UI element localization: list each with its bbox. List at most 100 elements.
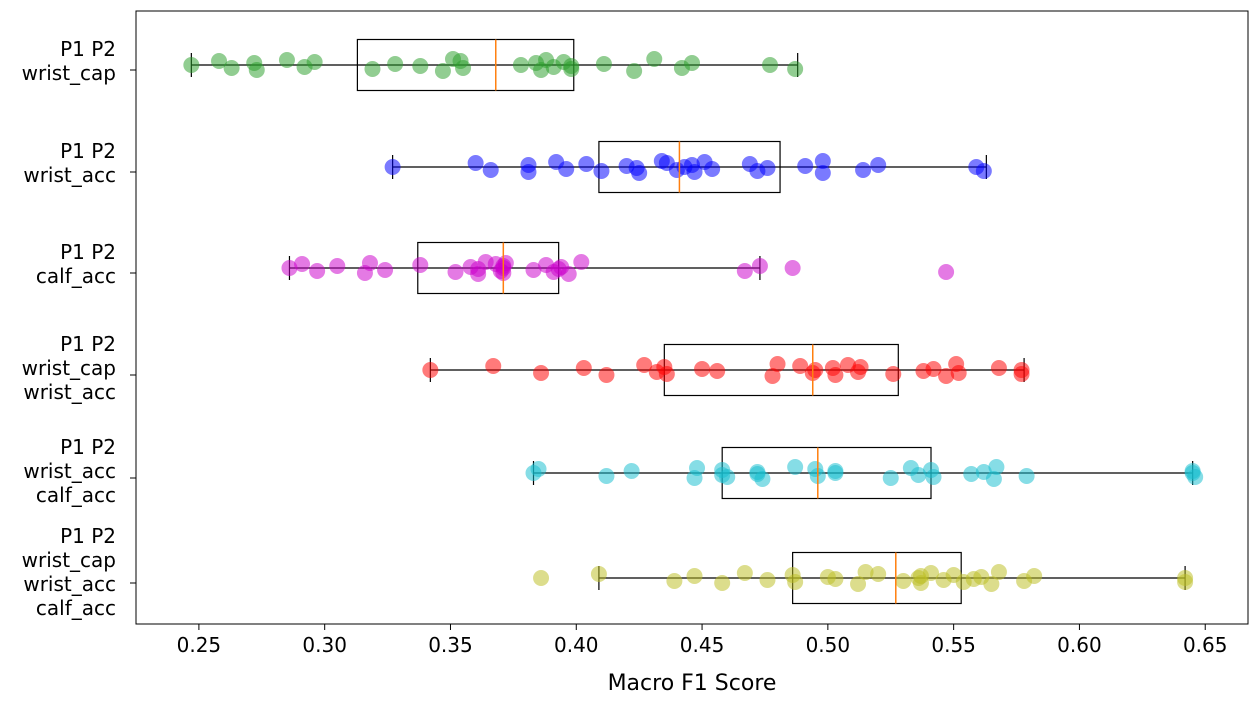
category-label: P1 P2 wrist_cap [22,37,116,85]
category-label-line: P1 P2 [60,435,116,459]
data-point [784,260,801,276]
data-point [387,56,404,72]
data-point [512,57,529,73]
data-point [709,363,726,379]
category-label-line: calf_acc [36,596,116,620]
data-point [364,61,381,77]
data-point [827,367,844,383]
x-axis-ticks: 0.25 0.30 0.35 0.40 0.45 0.50 0.55 0.60 0.65 [177,624,1227,657]
data-point [950,365,967,381]
data-point [560,266,577,282]
data-point [925,361,942,377]
data-point [361,255,378,271]
data-point [281,260,298,276]
data-point [183,57,200,73]
data-point [870,566,887,582]
data-point [211,53,228,69]
category-label-line: wrist_cap [22,356,116,380]
data-point [309,263,326,279]
data-point [497,255,514,271]
data-point [754,471,771,487]
data-point [455,60,472,76]
data-point [736,263,753,279]
data-point [769,356,786,372]
data-point [983,576,1000,592]
data-point [787,459,804,475]
data-point [520,164,537,180]
data-point [792,358,809,374]
data-point [988,459,1005,475]
data-point [827,463,844,479]
data-point [525,262,542,278]
category-label-line: wrist_cap [22,548,116,572]
data-point [852,359,869,375]
category-label-line: wrist_acc [23,459,116,483]
data-point [646,51,663,67]
data-point [807,362,824,378]
data-point [910,467,927,483]
data-point [850,576,867,592]
data-point [384,159,401,175]
data-point [990,564,1007,580]
data-point [578,156,595,172]
data-point [787,574,804,590]
data-point [764,368,781,384]
data-point [593,163,610,179]
data-point [963,466,980,482]
data-point [751,258,768,274]
category-label: P1 P2 wrist_acc calf_acc [23,435,116,507]
category-label: P1 P2 wrist_cap wrist_acc [22,332,116,404]
data-point [1177,574,1194,590]
category-label: P1 P2 calf_acc [36,240,116,288]
x-tick-label: 0.55 [931,633,976,657]
data-point [857,564,874,580]
series-group [384,140,992,194]
data-point [563,58,580,74]
category-label: P1 P2 wrist_acc [23,139,116,187]
category-label-line: wrist_cap [22,61,116,85]
data-point [278,52,295,68]
series-group [533,551,1194,605]
data-point [704,161,721,177]
data-point [694,361,711,377]
data-point [412,58,429,74]
data-point [938,264,955,280]
data-point [658,366,675,382]
series-group [183,38,804,92]
series-group [525,446,1204,500]
category-label-line: P1 P2 [60,524,116,548]
data-point [1018,468,1035,484]
data-point [248,62,265,78]
data-point [912,575,929,591]
data-point [923,565,940,581]
category-label-line: P1 P2 [60,240,116,264]
data-point [595,56,612,72]
data-point [626,63,643,79]
data-point [827,571,844,587]
x-tick-label: 0.35 [428,633,473,657]
data-point [598,367,615,383]
data-point [759,160,776,176]
data-point [447,264,464,280]
data-point [736,565,753,581]
data-point [1187,469,1204,485]
data-point [686,568,703,584]
data-point [575,360,592,376]
data-point [686,164,703,180]
plot-area [183,38,1204,605]
data-point [533,570,550,586]
data-point [294,256,311,272]
category-label: P1 P2 wrist_cap wrist_acc calf_acc [22,524,116,620]
data-point [925,469,942,485]
data-point [938,368,955,384]
x-tick-label: 0.60 [1057,633,1102,657]
x-tick-label: 0.40 [554,633,599,657]
category-label-line: wrist_acc [23,380,116,404]
category-label-line: P1 P2 [60,139,116,163]
data-point [666,573,683,589]
data-point [223,60,240,76]
data-point [1026,568,1043,584]
x-tick-label: 0.45 [680,633,725,657]
